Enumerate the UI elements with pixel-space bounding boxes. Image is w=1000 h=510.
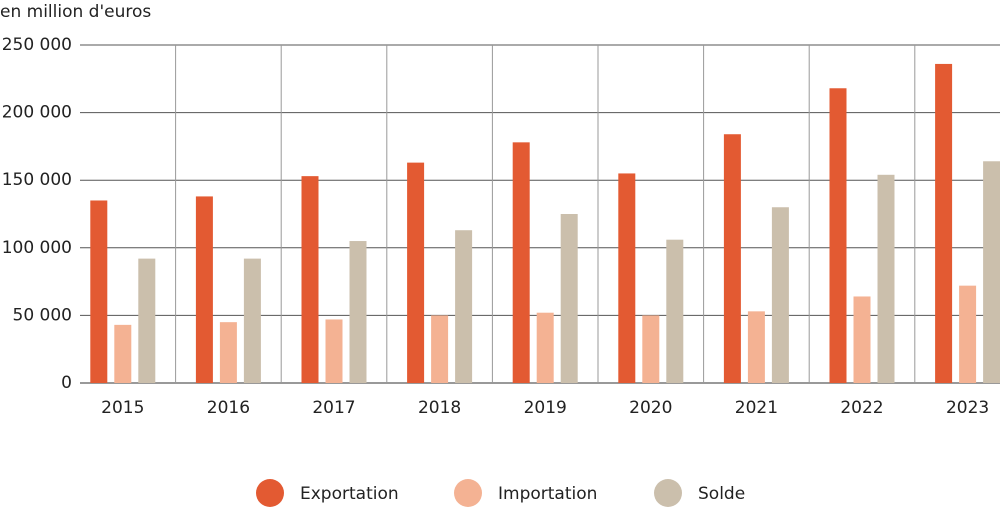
bar <box>771 207 789 383</box>
bar <box>219 322 237 383</box>
bar <box>325 319 343 383</box>
chart-subtitle: en million d'euros <box>0 2 151 22</box>
y-tick-label: 0 <box>61 373 72 393</box>
bar <box>349 241 367 383</box>
x-tick-label: 2019 <box>524 398 567 418</box>
y-tick-label: 100 000 <box>2 238 72 258</box>
x-tick-label: 2015 <box>101 398 144 418</box>
bar <box>560 214 578 383</box>
legend-label: Exportation <box>300 484 399 504</box>
bar <box>455 230 473 383</box>
legend-label: Importation <box>498 484 597 504</box>
bar <box>301 176 319 383</box>
x-tick-label: 2018 <box>418 398 461 418</box>
y-tick-label: 150 000 <box>2 170 72 190</box>
bar <box>959 285 977 383</box>
x-tick-label: 2021 <box>735 398 778 418</box>
bar <box>853 296 871 383</box>
x-tick-label: 2022 <box>840 398 883 418</box>
legend-marker <box>454 479 482 507</box>
bar <box>90 200 108 383</box>
bar <box>935 63 953 383</box>
bar <box>138 258 156 383</box>
x-tick-label: 2017 <box>312 398 355 418</box>
y-tick-label: 50 000 <box>13 305 72 325</box>
bar <box>666 239 684 383</box>
bar <box>642 315 660 383</box>
bar <box>618 173 636 383</box>
legend-label: Solde <box>698 484 745 504</box>
x-tick-label: 2020 <box>629 398 672 418</box>
bar <box>407 162 425 383</box>
bar <box>723 134 741 383</box>
y-tick-label: 200 000 <box>2 103 72 123</box>
bar <box>877 174 895 383</box>
bar <box>195 196 213 383</box>
x-tick-label: 2023 <box>946 398 989 418</box>
bar <box>829 88 847 383</box>
x-tick-label: 2016 <box>207 398 250 418</box>
bar <box>431 315 449 383</box>
bar <box>747 311 765 383</box>
bar <box>983 161 1000 383</box>
bar <box>114 324 132 383</box>
bar <box>512 142 530 383</box>
bar <box>536 312 554 383</box>
legend-marker <box>654 479 682 507</box>
bar <box>243 258 261 383</box>
y-tick-label: 250 000 <box>2 35 72 55</box>
legend-marker <box>256 479 284 507</box>
